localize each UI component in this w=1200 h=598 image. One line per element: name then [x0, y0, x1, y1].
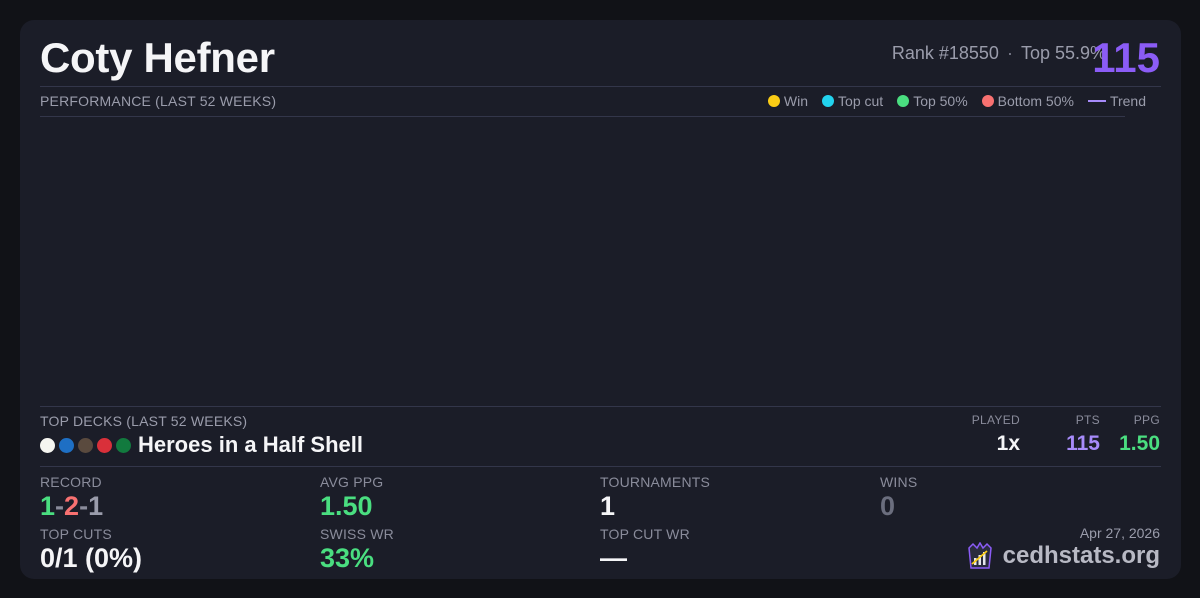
top-cuts-value: 0/1 (0%): [40, 543, 143, 573]
red-mana-icon: [97, 437, 112, 453]
legend-label: Top cut: [838, 93, 884, 109]
performance-chart-area: [40, 117, 1125, 405]
rank-summary: Rank #18550 · Top 55.9%: [892, 43, 1106, 64]
record-wins: 1: [40, 491, 56, 521]
chart-top-divider: [40, 116, 1125, 117]
legend-top-50-dot-icon: [897, 95, 910, 107]
record-draws: 1: [88, 491, 104, 521]
top-decks-label: TOP DECKS (LAST 52 WEEKS): [40, 413, 248, 429]
legend-label: Win: [783, 93, 809, 109]
deck-pts: 115: [1066, 432, 1100, 455]
top-cut-wr-label: TOP CUT WR: [600, 526, 690, 542]
legend-item-top-cut: Top cut: [822, 93, 883, 109]
top-cuts-label: TOP CUTS: [40, 526, 112, 542]
tournaments-value: 1: [600, 491, 616, 521]
record-label: RECORD: [40, 474, 102, 490]
swiss-wr-label: SWISS WR: [320, 526, 394, 542]
deck-color-identity: [40, 437, 131, 453]
record-separator: -: [79, 491, 89, 521]
wins-value: 0: [880, 491, 896, 521]
deck-ppg: 1.50: [1119, 432, 1160, 455]
snapshot-date: Apr 27, 2026: [1079, 525, 1160, 541]
played-column-header: PLAYED: [971, 413, 1020, 427]
avg-ppg-label: AVG PPG: [320, 474, 384, 490]
divider: [40, 466, 1161, 467]
legend-bottom-50-dot-icon: [981, 95, 994, 107]
record-losses: 2: [64, 491, 80, 521]
ppg-column-header: PPG: [1133, 413, 1160, 427]
top-percent: Top 55.9%: [1020, 43, 1106, 63]
deck-played: 1x: [996, 432, 1020, 455]
legend-top-cut-dot-icon: [822, 95, 835, 107]
record-value: 1-2-1: [40, 491, 103, 522]
black-mana-icon: [78, 437, 93, 453]
player-card: Coty Hefner Rank #18550 · Top 55.9% 115 …: [20, 20, 1181, 579]
deck-row[interactable]: Heroes in a Half Shell: [40, 432, 363, 458]
chart-legend: Win Top cut Top 50% Bottom 50% Trend: [767, 93, 1146, 109]
cedhstats-logo-icon: [967, 542, 992, 569]
performance-label: PERFORMANCE (LAST 52 WEEKS): [40, 93, 277, 109]
wins-label: WINS: [880, 474, 918, 490]
legend-item-win: Win: [767, 93, 809, 109]
brand-name[interactable]: cedhstats.org: [1002, 542, 1160, 569]
divider: [40, 406, 1161, 407]
avg-ppg-value: 1.50: [320, 491, 373, 521]
rank-separator: ·: [1006, 43, 1013, 63]
legend-label: Trend: [1109, 93, 1146, 109]
green-mana-icon: [116, 437, 131, 453]
brand[interactable]: cedhstats.org: [965, 542, 1160, 570]
swiss-wr-value: 33%: [320, 543, 375, 573]
pts-column-header: PTS: [1075, 413, 1100, 427]
legend-label: Bottom 50%: [997, 93, 1074, 109]
deck-name[interactable]: Heroes in a Half Shell: [138, 432, 363, 457]
legend-item-top-50: Top 50%: [897, 93, 968, 109]
divider: [40, 86, 1161, 87]
rank-label: Rank #18550: [891, 43, 999, 63]
blue-mana-icon: [59, 437, 74, 453]
top-cut-wr-value: —: [600, 543, 627, 573]
record-separator: -: [55, 491, 65, 521]
legend-win-dot-icon: [767, 95, 780, 107]
player-name: Coty Hefner: [40, 34, 275, 81]
legend-label: Top 50%: [913, 93, 968, 109]
legend-item-bottom-50: Bottom 50%: [981, 93, 1074, 109]
legend-item-trend: Trend: [1087, 93, 1146, 109]
legend-trend-line-icon: [1087, 100, 1106, 102]
player-points: 115: [1092, 34, 1160, 81]
white-mana-icon: [40, 437, 55, 453]
tournaments-label: TOURNAMENTS: [600, 474, 711, 490]
